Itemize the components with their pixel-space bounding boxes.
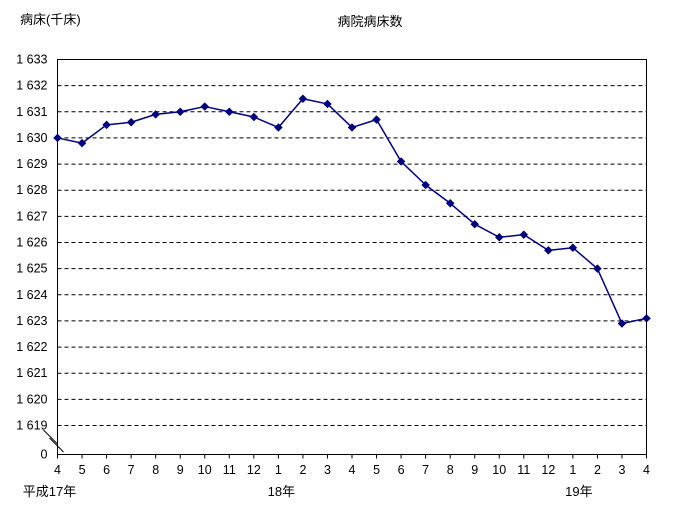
data-point-marker (102, 120, 111, 130)
data-point-marker (323, 99, 332, 109)
x-tick-label: 1 (275, 463, 282, 477)
data-point-marker (593, 264, 602, 273)
plot-border (57, 59, 647, 455)
data-point-marker (421, 180, 430, 190)
data-point-marker (53, 133, 62, 143)
data-point-marker (224, 107, 234, 117)
x-tick-label: 4 (54, 463, 61, 477)
x-tick-label: 3 (324, 463, 331, 477)
x-tick-label: 2 (299, 463, 306, 477)
y-zero-label: 0 (41, 448, 48, 462)
x-tick-label: 4 (349, 463, 356, 477)
x-tick-label: 5 (79, 463, 86, 477)
data-line (57, 97, 647, 325)
y-tick-label: 1 620 (16, 392, 47, 406)
data-point-marker (396, 157, 406, 166)
x-tick-label: 2 (594, 463, 601, 477)
data-point-marker (617, 319, 627, 328)
y-tick-label: 1 622 (16, 340, 47, 354)
x-tick-label: 8 (447, 463, 454, 477)
x-tick-label: 12 (247, 463, 261, 477)
data-point-marker (175, 107, 185, 117)
y-tick-label: 1 621 (16, 366, 47, 380)
y-axis-break-mark (43, 429, 58, 445)
x-tick-label: 8 (152, 463, 159, 477)
data-point-marker (372, 115, 381, 124)
y-tick-label: 1 632 (16, 79, 47, 93)
data-point-marker (200, 102, 210, 111)
data-point-marker (445, 198, 455, 208)
x-tick-label: 10 (492, 463, 506, 477)
y-tick-label: 1 624 (16, 288, 47, 302)
y-tick-label: 1 631 (16, 105, 47, 119)
x-tick-label: 9 (177, 463, 184, 477)
data-point-marker (642, 313, 651, 323)
x-tick-label: 7 (422, 463, 429, 477)
x-year-label: 18年 (268, 484, 295, 499)
y-tick-label: 1 625 (16, 262, 47, 276)
x-tick-label: 4 (643, 463, 650, 477)
x-year-label: 19年 (565, 484, 592, 499)
x-tick-label: 6 (103, 463, 110, 477)
y-tick-label: 1 630 (16, 131, 47, 145)
y-tick-label: 1 628 (16, 183, 47, 197)
x-tick-label: 1 (569, 463, 576, 477)
data-point-marker (126, 117, 136, 127)
data-point-marker (470, 219, 480, 229)
x-tick-label: 10 (198, 463, 212, 477)
data-point-marker (151, 110, 161, 119)
y-tick-label: 1 629 (16, 157, 47, 171)
data-point-marker (543, 245, 553, 255)
y-tick-label: 1 633 (16, 53, 47, 67)
x-tick-label: 5 (373, 463, 380, 477)
x-tick-label: 12 (541, 463, 555, 477)
x-year-label: 平成17年 (23, 484, 76, 499)
y-axis-break-mark (49, 437, 64, 453)
chart-title: 病院病床数 (337, 14, 403, 29)
data-point-marker (249, 112, 259, 122)
x-tick-label: 6 (398, 463, 405, 477)
y-tick-label: 1 623 (16, 314, 47, 328)
data-point-marker (77, 138, 87, 148)
x-tick-label: 9 (471, 463, 478, 477)
data-point-marker (298, 94, 308, 104)
x-tick-label: 7 (128, 463, 135, 477)
data-point-marker (519, 230, 529, 240)
data-point-marker (568, 243, 578, 253)
y-axis-unit-label: 病床(千床) (20, 12, 81, 27)
x-tick-label: 3 (618, 463, 625, 477)
y-tick-label: 1 627 (16, 209, 47, 223)
y-tick-label: 1 619 (16, 419, 47, 433)
data-point-marker (494, 232, 504, 242)
y-tick-label: 1 626 (16, 236, 47, 250)
data-point-marker (274, 123, 283, 132)
x-tick-label: 11 (517, 463, 530, 477)
x-tick-label: 11 (223, 463, 236, 477)
data-point-marker (347, 123, 357, 132)
